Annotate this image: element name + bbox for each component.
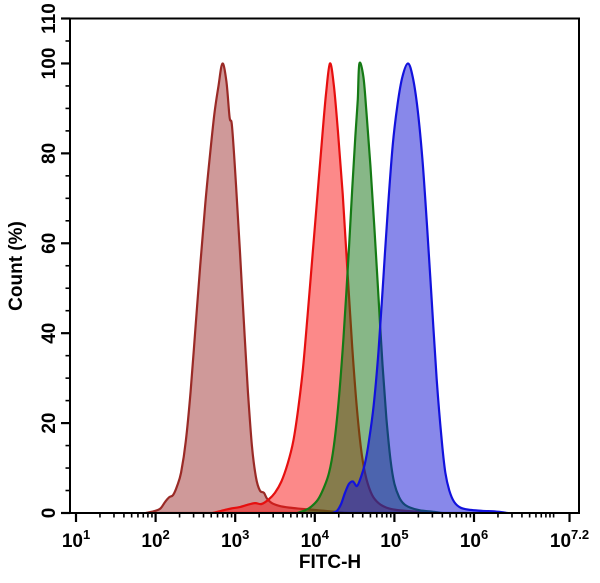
- x-axis-ticks: [74, 513, 571, 522]
- x-axis-title: FITC-H: [299, 552, 361, 573]
- x-tick-label: 107.2: [550, 527, 589, 552]
- y-tick-label: 0: [39, 508, 60, 519]
- y-tick-label: 80: [39, 143, 60, 164]
- x-tick-label: 103: [221, 527, 249, 552]
- y-axis-tick-labels: 0 20 40 60 80 100 110: [39, 3, 60, 518]
- x-tick-label: 102: [141, 527, 169, 552]
- x-tick-label: 104: [301, 527, 330, 552]
- x-tick-label: 101: [62, 527, 90, 552]
- y-tick-label: 40: [39, 323, 60, 344]
- y-axis-ticks: [61, 17, 70, 515]
- y-tick-label: 110: [39, 3, 60, 34]
- y-tick-label: 60: [39, 233, 60, 254]
- x-axis-tick-labels: 101 102 103 104 105 106 107.2: [62, 527, 589, 552]
- y-axis-title: Count (%): [6, 221, 27, 311]
- y-tick-label: 20: [39, 413, 60, 434]
- histogram-curves: [144, 61, 509, 514]
- x-tick-label: 105: [380, 527, 408, 552]
- x-tick-label: 106: [460, 527, 488, 552]
- curve-blue-population: [331, 62, 509, 514]
- y-tick-label: 100: [39, 48, 60, 80]
